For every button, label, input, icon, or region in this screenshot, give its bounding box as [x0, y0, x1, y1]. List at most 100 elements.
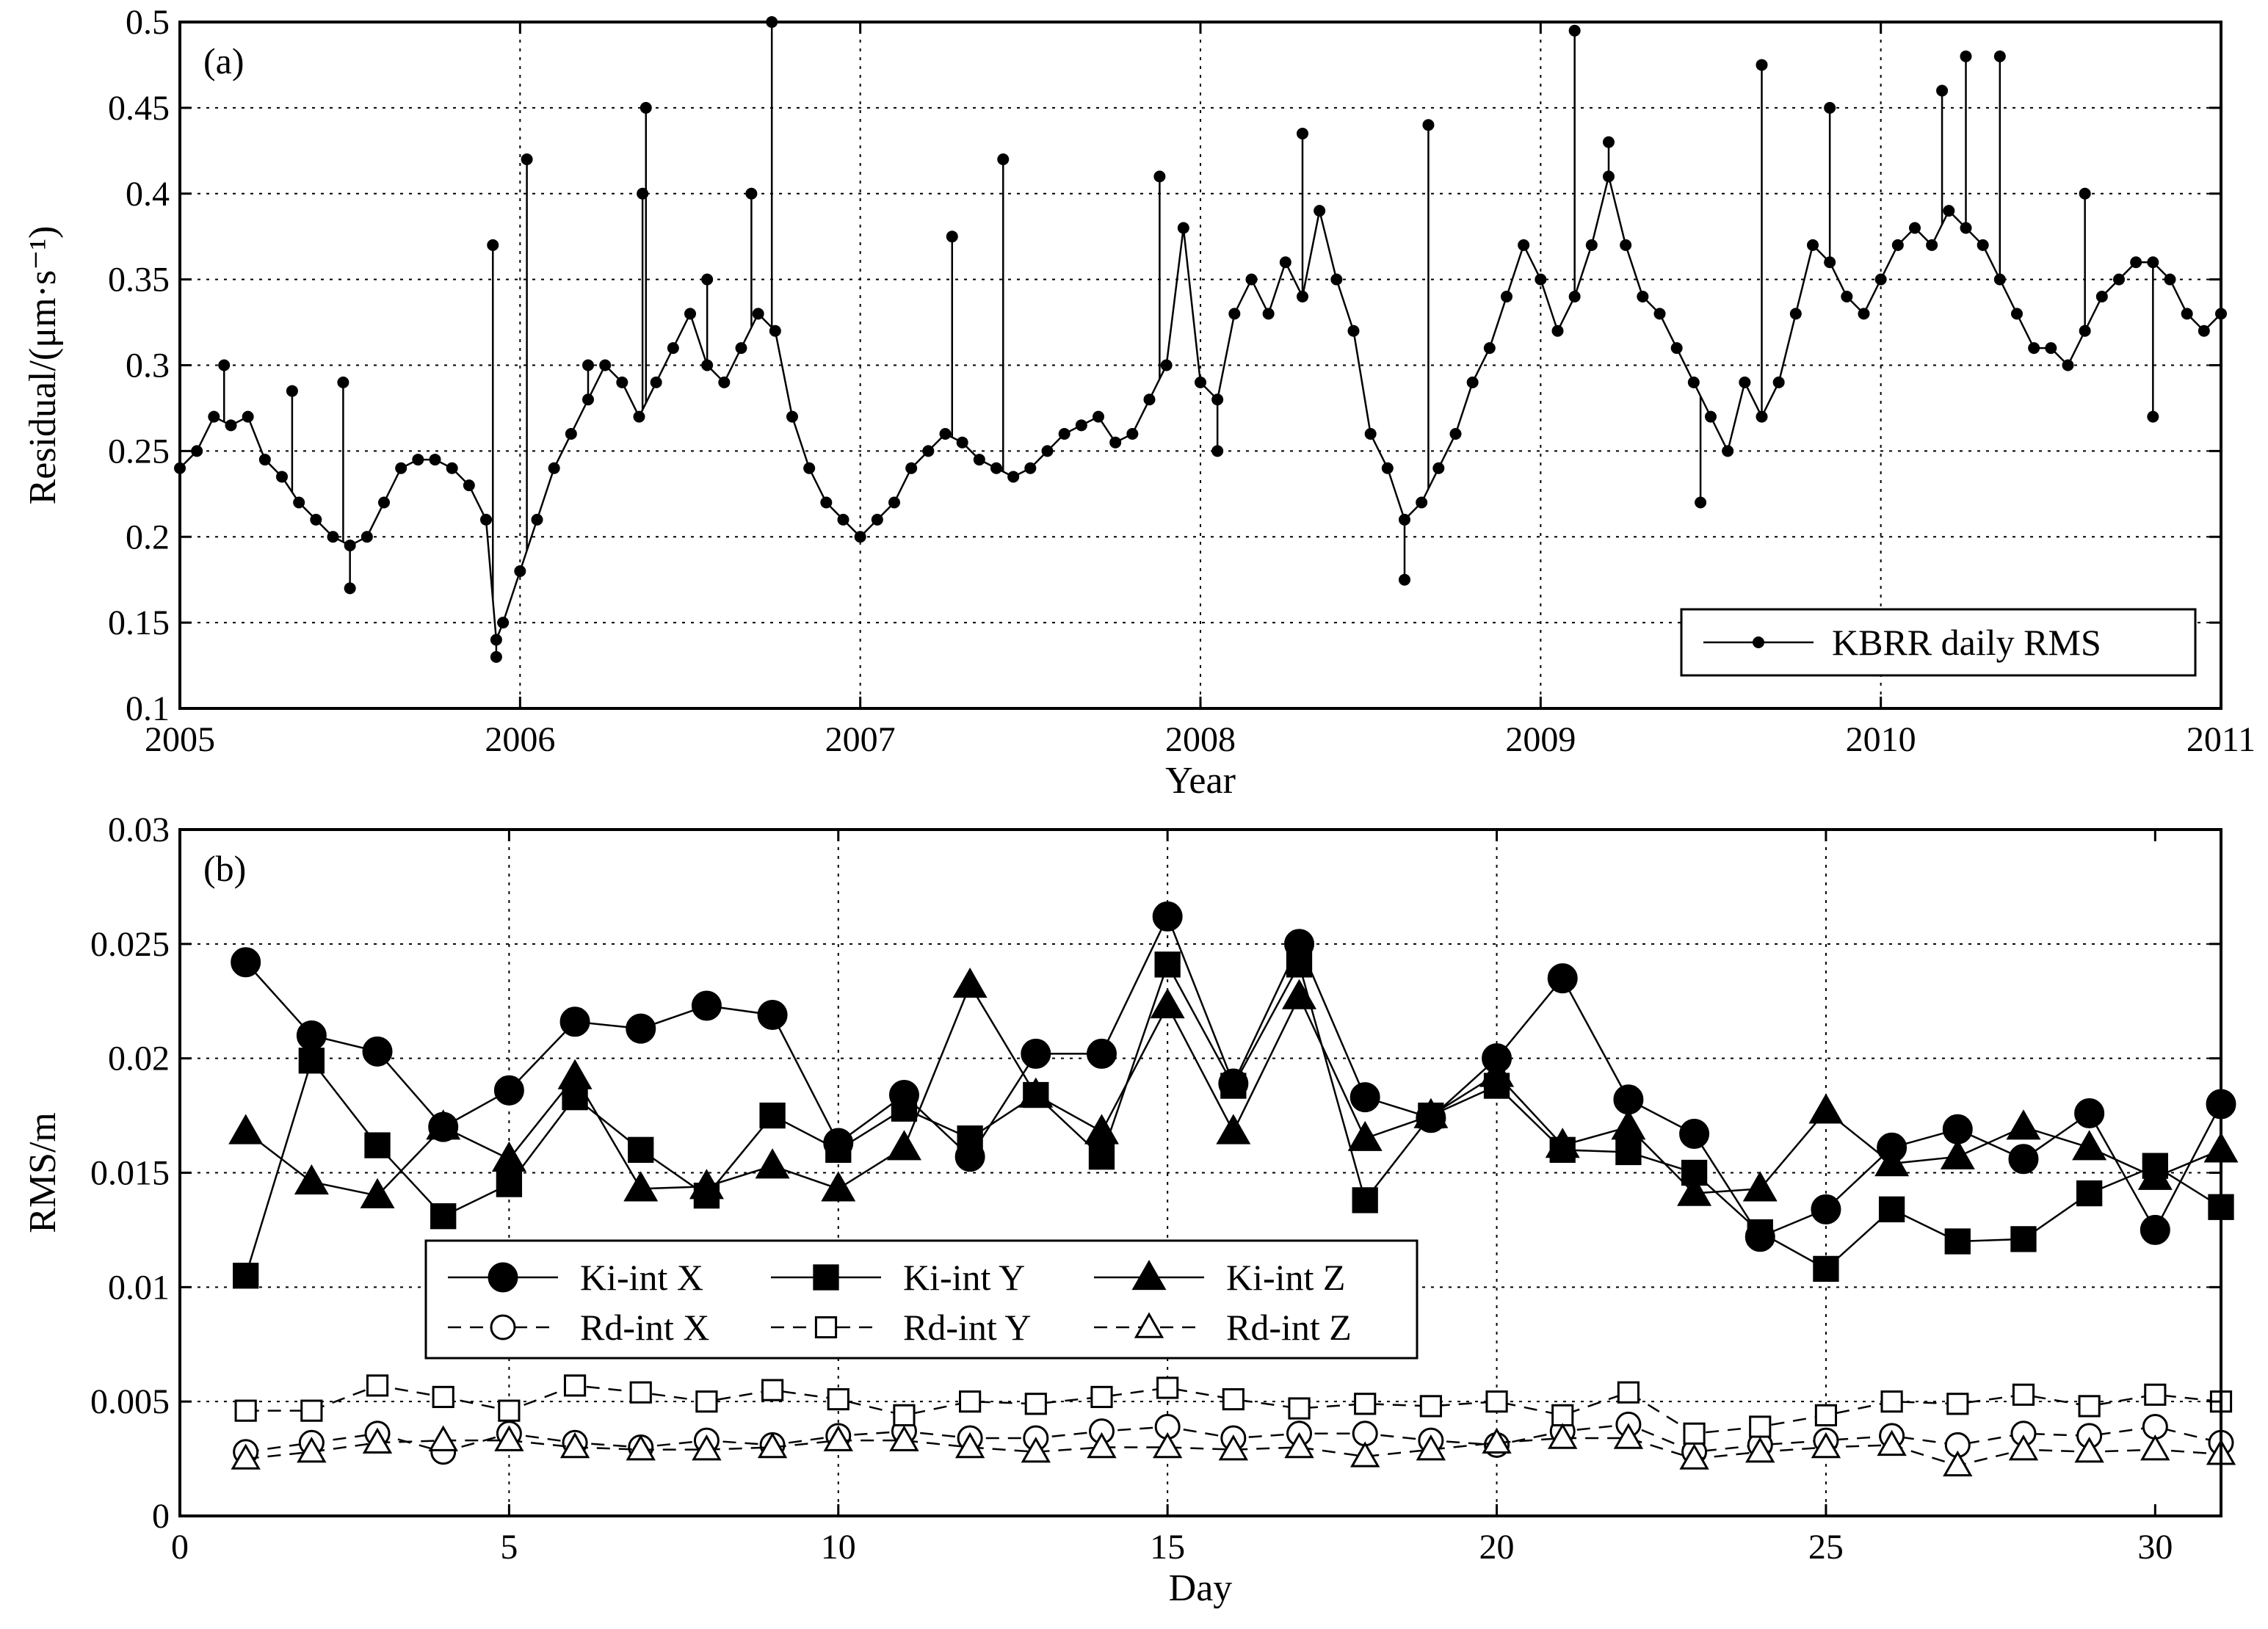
rd-int-z-data-point: [494, 1425, 524, 1451]
kbrr-series-line: [179, 176, 2222, 640]
ki-int-x-data-point: [1547, 963, 1578, 994]
kbrr-data-point: [1143, 393, 1156, 406]
rd-int-z-data-point: [823, 1425, 853, 1451]
kbrr-data-point: [599, 359, 612, 371]
kbrr-data-point: [1551, 324, 1564, 337]
kbrr-data-point: [225, 419, 237, 432]
panel-a-plot-area: [174, 16, 2227, 663]
rd-int-z-data-point: [559, 1432, 590, 1459]
kbrr-data-point: [1381, 462, 1394, 474]
kbrr-data-point: [1926, 239, 1938, 251]
kbrr-spike-point: [2147, 410, 2159, 423]
kbrr-data-point: [412, 454, 424, 466]
legend-ki-int-y-label: Ki-int Y: [903, 1257, 1025, 1298]
kbrr-data-point: [1330, 273, 1343, 286]
ki-int-z-data-point: [557, 1059, 593, 1089]
ki-int-y-data-point: [759, 1102, 786, 1129]
kbrr-data-point: [1670, 342, 1683, 355]
kbrr-spike-point: [218, 359, 231, 371]
legend-kbrr-marker: [1753, 636, 1764, 648]
panel-a-grid: [180, 22, 2221, 708]
ki-int-y-data-point: [1878, 1196, 1905, 1223]
kbrr-spike-point: [701, 273, 714, 286]
ki-int-y-data-point: [957, 1125, 983, 1152]
rd-int-y-data-point: [366, 1374, 389, 1397]
ki-int-z-data-point: [1084, 1114, 1119, 1144]
ki-int-y-data-point: [496, 1171, 523, 1197]
rd-int-z-data-point: [231, 1443, 261, 1470]
b-x-tick-label: 15: [1150, 1528, 1185, 1567]
ki-int-x-data-point: [296, 1020, 327, 1051]
ki-int-y-data-point: [430, 1203, 457, 1230]
kbrr-data-point: [667, 342, 679, 355]
panel-b-grid: [180, 830, 2221, 1516]
ki-int-z-data-point: [1479, 1056, 1515, 1087]
kbrr-data-point: [310, 513, 322, 526]
rd-int-z-data-point: [1021, 1437, 1051, 1463]
ki-int-y-data-point: [1813, 1255, 1839, 1282]
kbrr-data-point: [1195, 376, 1206, 388]
kbrr-spike-point: [490, 650, 502, 663]
rd-int-z-data-point: [1218, 1434, 1249, 1461]
b-x-tick-label: 10: [821, 1528, 856, 1567]
b-y-tick-label: 0.015: [90, 1154, 170, 1193]
kbrr-data-point: [1807, 239, 1819, 251]
rd-int-y-data-point: [2012, 1383, 2035, 1406]
panel-b-plot-area: [228, 901, 2239, 1477]
legend-rd-int-y-label: Rd-int Y: [903, 1307, 1032, 1348]
kbrr-data-point: [514, 565, 526, 577]
kbrr-data-point: [888, 496, 900, 509]
rd-int-z-data-point: [692, 1434, 722, 1461]
ki-int-z-data-point: [1545, 1128, 1580, 1158]
ki-int-x-data-point: [757, 999, 788, 1030]
ki-int-z-data-point: [426, 1109, 461, 1140]
kbrr-data-point: [1891, 239, 1904, 251]
kbrr-data-point: [1262, 308, 1275, 320]
ki-int-z-data-point: [294, 1164, 329, 1195]
kbrr-data-point: [1620, 239, 1632, 251]
ki-int-z-data-point: [623, 1171, 659, 1202]
kbrr-data-point: [1789, 308, 1802, 320]
kbrr-data-point: [2181, 308, 2193, 320]
kbrr-data-point: [990, 462, 1002, 474]
kbrr-data-point: [1585, 239, 1598, 251]
rd-int-y-data-point: [1946, 1393, 1969, 1415]
kbrr-spike-point: [2079, 187, 2091, 200]
ki-int-x-data-point: [362, 1036, 393, 1067]
rd-int-z-data-point: [1152, 1432, 1183, 1459]
ki-int-z-data-point: [1808, 1093, 1844, 1124]
kbrr-data-point: [1364, 428, 1377, 440]
kbrr-data-point: [769, 324, 781, 337]
a-x-tick-label: 2009: [1505, 720, 1576, 759]
kbrr-spike-point: [1399, 573, 1410, 586]
rd-int-z-data-point: [757, 1432, 788, 1459]
a-x-tick-label: 2011: [2187, 720, 2256, 759]
ki-int-y-data-point: [1154, 951, 1181, 978]
ki-int-y-data-point: [1220, 1073, 1247, 1099]
kbrr-data-point: [1518, 239, 1530, 251]
kbrr-data-point: [1177, 222, 1189, 234]
a-y-tick-label: 0.25: [108, 432, 170, 471]
kbrr-data-point: [1483, 342, 1496, 355]
ki-int-z-data-point: [491, 1141, 526, 1172]
ki-int-x-data-point: [2074, 1098, 2105, 1128]
rd-int-z-data-point: [1482, 1427, 1512, 1454]
kbrr-spike-point: [1993, 50, 2006, 62]
ki-int-x-data-point: [1942, 1114, 1973, 1144]
kbrr-data-point: [1093, 410, 1104, 423]
ki-int-z-data-point: [1677, 1175, 1712, 1206]
ki-int-x-data-point: [1613, 1084, 1644, 1115]
a-x-tick-label: 2008: [1165, 720, 1236, 759]
a-y-tick-label: 0.5: [126, 3, 170, 42]
b-y-tick-label: 0.01: [108, 1268, 170, 1307]
ki-int-x-data-point: [1349, 1082, 1380, 1113]
ki-int-y-data-point: [233, 1263, 259, 1289]
kbrr-data-point: [2028, 342, 2040, 355]
rd-int-y-data-point: [300, 1399, 323, 1422]
kbrr-data-point: [361, 531, 373, 543]
kbrr-data-point: [1160, 359, 1173, 371]
ki-int-x-data-point: [1679, 1119, 1710, 1150]
ki-int-z-data-point: [1347, 1120, 1383, 1151]
rd-int-z-data-point: [428, 1425, 458, 1451]
rd-int-y-data-point: [1288, 1397, 1311, 1420]
